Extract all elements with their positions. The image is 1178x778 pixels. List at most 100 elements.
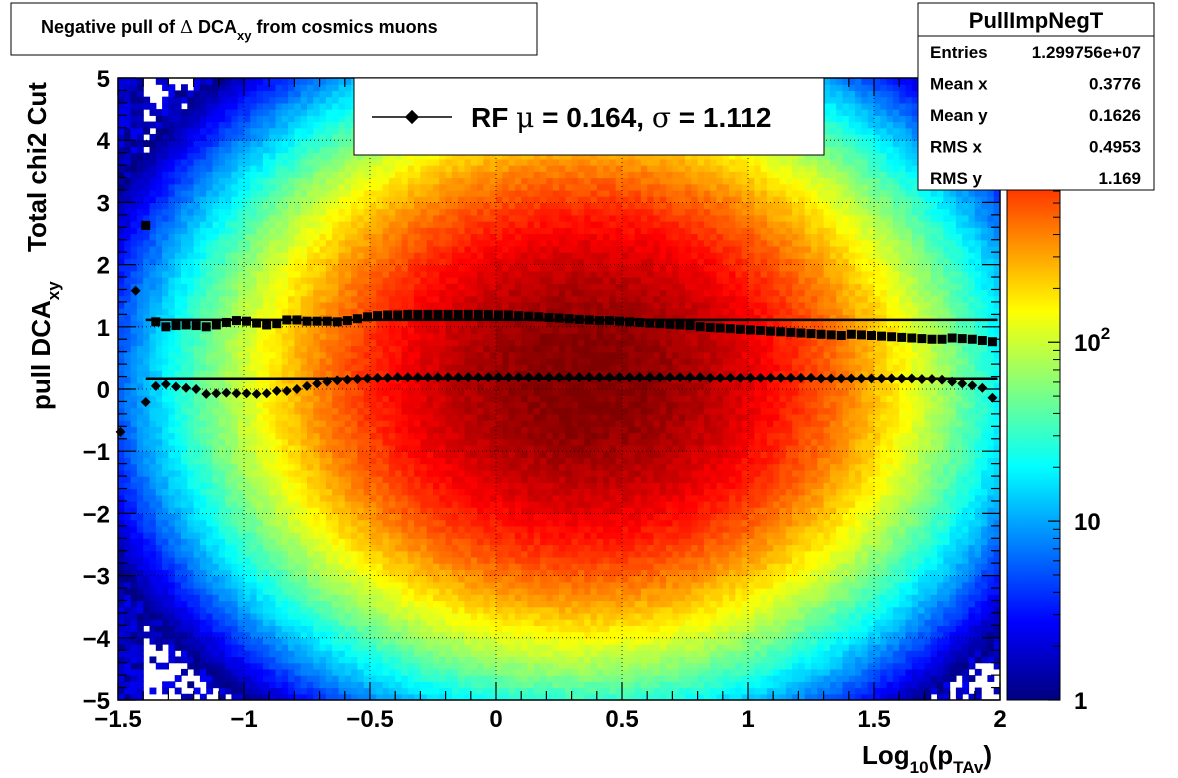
heatmap-cell [376,214,384,222]
heatmap-cell [332,283,340,291]
heatmap-cell [382,519,390,527]
heatmap-cell [344,407,352,415]
heatmap-cell [395,563,403,570]
heatmap-cell [407,357,415,365]
heatmap-cell [199,637,207,645]
heatmap-cell [395,476,403,483]
heatmap-cell [181,158,188,166]
heatmap-cell [225,482,232,490]
heatmap-cell [218,488,226,496]
heatmap-cell [338,476,346,483]
heatmap-cell [181,407,188,415]
heatmap-cell [225,382,232,390]
heatmap-cell [344,681,352,689]
heatmap-cell [313,109,321,116]
heatmap-cell [395,556,403,564]
heatmap-cell [313,544,321,552]
heatmap-cell [162,438,169,446]
heatmap-cell [338,183,346,191]
heatmap-cell [325,283,333,291]
heatmap-cell [426,482,434,490]
heatmap-cell [269,681,277,689]
heatmap-cell [136,507,144,514]
heatmap-cell [162,544,169,552]
heatmap-cell [401,500,409,508]
heatmap-cell [313,208,321,216]
heatmap-cell [344,500,352,508]
heatmap-cell [218,283,226,291]
heatmap-cell [344,239,352,247]
heatmap-cell [307,538,314,546]
heatmap-cell [130,575,138,583]
heatmap-cell [206,227,214,235]
heatmap-cell [288,488,295,496]
heatmap-cell [332,389,340,396]
heatmap-cell [407,525,415,533]
heatmap-cell [420,258,428,266]
heatmap-cell [281,631,289,639]
heatmap-cell [187,389,195,396]
heatmap-cell [288,351,295,359]
heatmap-cell [262,196,270,203]
heatmap-cell [218,581,226,589]
heatmap-cell [370,581,377,589]
heatmap-cell [269,283,277,291]
heatmap-cell [313,121,321,129]
heatmap-cell [225,283,232,291]
heatmap-cell [149,432,157,440]
heatmap-cell [313,563,321,570]
heatmap-cell [382,550,390,558]
heatmap-cell [136,333,144,340]
heatmap-cell [357,277,365,284]
heatmap-cell [363,370,371,378]
heatmap-cell [231,214,239,222]
heatmap-cell [168,612,176,620]
heatmap-cell [155,507,163,514]
heatmap-cell [130,687,138,695]
heatmap-cell [426,357,434,365]
heatmap-cell [269,258,277,266]
heatmap-cell [426,345,434,353]
heatmap-cell [344,165,352,172]
heatmap-cell [401,152,409,160]
heatmap-cell [288,189,295,197]
heatmap-cell [162,152,169,160]
heatmap-cell [143,426,151,434]
heatmap-cell [168,270,176,278]
heatmap-cell [225,84,232,92]
heatmap-cell [307,146,314,154]
heatmap-cell [307,264,314,272]
heatmap-cell [231,407,239,415]
heatmap-cell [281,662,289,670]
heatmap-cell [338,357,346,365]
heatmap-cell [401,264,409,272]
heatmap-cell [130,245,138,253]
heatmap-cell [136,619,144,626]
heatmap-cell [433,289,440,297]
heatmap-cell [325,600,333,608]
heatmap-cell [281,606,289,614]
heatmap-cell [332,333,340,340]
heatmap-cell [187,650,195,658]
heatmap-cell [344,227,352,235]
heatmap-cell [118,681,125,689]
heatmap-cell [307,90,314,98]
heatmap-cell [344,476,352,483]
heatmap-cell [256,357,264,365]
heatmap-cell [118,357,125,365]
heatmap-cell [225,588,232,595]
heatmap-cell [149,594,157,602]
heatmap-cell [401,165,409,172]
heatmap-cell [433,693,440,700]
heatmap-cell [269,339,277,347]
heatmap-cell [300,208,308,216]
heatmap-cell [382,277,390,284]
heatmap-cell [370,289,377,297]
heatmap-cell [370,183,377,191]
heatmap-cell [168,308,176,315]
heatmap-cell [130,513,138,521]
heatmap-cell [149,556,157,564]
heatmap-cell [130,631,138,639]
heatmap-cell [307,140,314,148]
heatmap-cell [313,556,321,564]
